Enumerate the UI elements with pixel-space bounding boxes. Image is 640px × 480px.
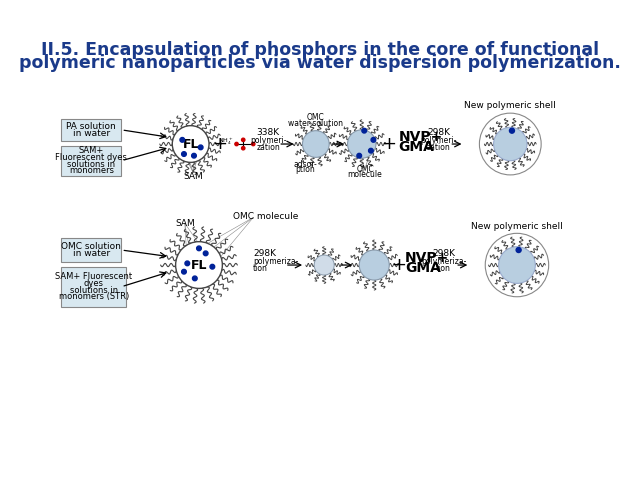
Text: molecule: molecule: [348, 170, 383, 180]
Text: 298K: 298K: [432, 249, 455, 258]
Circle shape: [204, 251, 208, 256]
Circle shape: [172, 126, 209, 162]
Circle shape: [509, 128, 515, 133]
Circle shape: [359, 250, 389, 280]
Circle shape: [499, 247, 535, 283]
Circle shape: [241, 138, 245, 142]
Text: zation: zation: [257, 143, 280, 152]
Text: polymeriza-: polymeriza-: [253, 257, 299, 266]
Text: solutions in: solutions in: [70, 286, 118, 295]
Text: 298K: 298K: [427, 128, 450, 137]
Circle shape: [369, 148, 373, 153]
Text: FL: FL: [191, 259, 207, 272]
Circle shape: [182, 152, 186, 156]
Text: water solution: water solution: [289, 119, 343, 128]
Circle shape: [252, 143, 255, 146]
Circle shape: [182, 269, 186, 274]
Circle shape: [180, 137, 184, 142]
Text: OMC: OMC: [307, 113, 324, 122]
Circle shape: [241, 146, 245, 150]
Circle shape: [175, 241, 222, 288]
Text: SAM: SAM: [183, 172, 203, 181]
Circle shape: [371, 137, 376, 142]
Text: solutions in: solutions in: [67, 159, 115, 168]
Text: Fluorescent dyes: Fluorescent dyes: [56, 153, 127, 162]
Text: zation: zation: [427, 143, 451, 152]
Circle shape: [516, 248, 521, 252]
Text: +: +: [381, 135, 396, 153]
FancyBboxPatch shape: [61, 267, 126, 307]
Text: New polymeric shell: New polymeric shell: [471, 222, 563, 231]
Text: NVP+: NVP+: [405, 252, 449, 265]
Text: tion: tion: [253, 264, 268, 273]
Text: in water: in water: [73, 249, 110, 258]
Text: adsor-: adsor-: [293, 159, 317, 168]
Text: OMC: OMC: [356, 165, 374, 174]
Circle shape: [357, 154, 362, 158]
Text: monomers (STR): monomers (STR): [59, 292, 129, 301]
Text: SAM+ Fluorescent: SAM+ Fluorescent: [55, 272, 132, 281]
Text: polymeri-: polymeri-: [420, 136, 457, 145]
Circle shape: [198, 145, 203, 150]
Text: +: +: [391, 256, 406, 274]
Text: OMC solution: OMC solution: [61, 242, 121, 251]
FancyBboxPatch shape: [61, 119, 122, 141]
Text: monomers: monomers: [69, 166, 114, 175]
Text: FL: FL: [182, 138, 199, 151]
Text: II.5. Encapsulation of phosphors in the core of functional: II.5. Encapsulation of phosphors in the …: [41, 41, 599, 60]
Text: 298K: 298K: [253, 249, 276, 258]
Circle shape: [191, 154, 196, 158]
Text: dyes: dyes: [84, 279, 104, 288]
Text: 338K: 338K: [257, 128, 280, 137]
Text: +: +: [212, 135, 227, 153]
Text: New polymeric shell: New polymeric shell: [465, 101, 556, 110]
Text: ption: ption: [295, 166, 315, 174]
FancyBboxPatch shape: [61, 146, 122, 176]
Text: OMC molecule: OMC molecule: [233, 212, 298, 221]
Circle shape: [362, 128, 367, 133]
Circle shape: [314, 255, 334, 275]
Circle shape: [235, 143, 238, 146]
FancyBboxPatch shape: [61, 239, 122, 262]
Text: polymeri-: polymeri-: [250, 136, 287, 145]
Text: GMA: GMA: [405, 262, 441, 276]
Circle shape: [303, 131, 329, 157]
Text: SAM+: SAM+: [79, 146, 104, 155]
Circle shape: [196, 246, 202, 251]
Text: PA solution: PA solution: [67, 122, 116, 131]
Text: in water: in water: [73, 129, 110, 138]
Text: polymeriza-: polymeriza-: [421, 257, 466, 266]
Circle shape: [210, 264, 214, 269]
Text: GMA: GMA: [399, 140, 435, 155]
Text: NH$_4^+$: NH$_4^+$: [218, 136, 233, 147]
Circle shape: [185, 261, 189, 266]
Text: polymeric nanoparticles via water dispersion polymerization.: polymeric nanoparticles via water disper…: [19, 54, 621, 72]
Circle shape: [493, 127, 527, 161]
Text: SAM: SAM: [175, 219, 195, 228]
Circle shape: [193, 276, 197, 281]
Text: tion: tion: [436, 264, 451, 273]
Text: NVP+: NVP+: [399, 131, 443, 144]
Circle shape: [348, 130, 376, 158]
